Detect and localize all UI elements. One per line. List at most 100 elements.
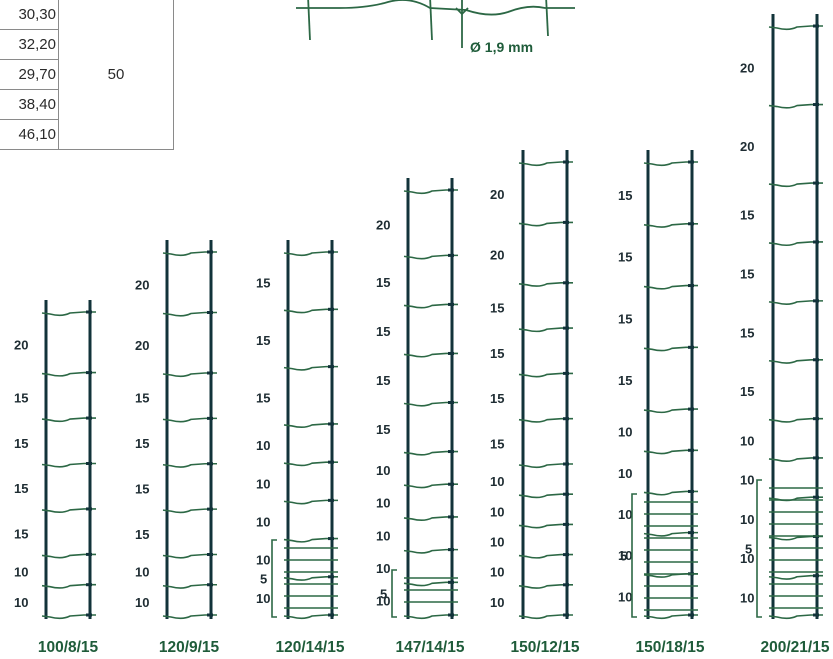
fence-wire bbox=[403, 483, 458, 489]
fence-wire bbox=[41, 614, 96, 620]
fence-name: 120/14/15 bbox=[276, 639, 345, 656]
fence-section: 20 20 15 15 15 15 10 10 10 10 10 150/12/15 bbox=[490, 150, 580, 656]
table-cell: 46,10 bbox=[0, 119, 59, 150]
fence-wire bbox=[518, 463, 573, 469]
spacing-label: 10 bbox=[618, 589, 632, 604]
fence-wire bbox=[643, 573, 698, 578]
fence-wire bbox=[518, 553, 573, 559]
spacing-label: 20 bbox=[740, 60, 754, 75]
wire-detail bbox=[296, 0, 575, 48]
spacing-label: 15 bbox=[135, 481, 149, 496]
spacing-label: 15 bbox=[618, 188, 632, 203]
spacing-label: 15 bbox=[740, 384, 754, 399]
fence-wire bbox=[643, 531, 698, 537]
spacing-label: 15 bbox=[490, 391, 504, 406]
wire-diameter-label: Ø 1,9 mm bbox=[470, 39, 533, 55]
bracket-line bbox=[271, 539, 277, 618]
spacing-label: 15 bbox=[490, 436, 504, 451]
fences-layer: 20 15 15 15 15 10 10 100/8/15 20 20 15 15 15 15 10 10 12… bbox=[14, 14, 830, 656]
table-row: 46,10 bbox=[0, 119, 174, 150]
fence-wire bbox=[768, 358, 823, 364]
fence-wire bbox=[768, 457, 823, 462]
fence-wire bbox=[768, 535, 823, 541]
spacing-label: 15 bbox=[256, 276, 270, 291]
spacing-label: 15 bbox=[376, 373, 390, 388]
spacing-label: 10 bbox=[135, 565, 149, 580]
fence-wire bbox=[518, 523, 573, 529]
fence-wire bbox=[41, 462, 96, 468]
fence-wire bbox=[518, 282, 573, 287]
spacing-label: 10 bbox=[376, 561, 390, 576]
spacing-label: 15 bbox=[256, 333, 270, 348]
bracket-label: 5 bbox=[260, 572, 267, 587]
spacing-label: 10 bbox=[618, 507, 632, 522]
fence-wire bbox=[518, 161, 573, 167]
fence-name: 120/9/15 bbox=[159, 639, 220, 656]
fence-wire bbox=[283, 251, 338, 257]
spacing-label: 20 bbox=[376, 218, 390, 233]
spacing-label: 15 bbox=[14, 390, 28, 405]
bracket-line bbox=[391, 569, 397, 618]
spacing-label: 10 bbox=[256, 476, 270, 491]
fence-wire bbox=[283, 499, 338, 505]
spacing-label: 20 bbox=[135, 277, 149, 292]
spacing-label: 10 bbox=[740, 590, 754, 605]
table-merged-cell: 50 bbox=[58, 0, 174, 150]
fence-wire bbox=[283, 575, 338, 581]
fence-wire bbox=[283, 461, 338, 467]
spacing-label: 20 bbox=[14, 337, 28, 352]
spacing-label: 20 bbox=[490, 187, 504, 202]
spacing-label: 15 bbox=[618, 373, 632, 388]
spacing-label: 15 bbox=[376, 275, 390, 290]
fence-wire bbox=[768, 614, 823, 620]
spacing-label: 10 bbox=[135, 595, 149, 610]
fence-name: 147/14/15 bbox=[396, 639, 465, 656]
bracket-label: 5 bbox=[620, 549, 627, 564]
fence-wire bbox=[403, 254, 458, 260]
spacing-label: 10 bbox=[376, 594, 390, 609]
bracket-label: 5 bbox=[745, 542, 752, 557]
spacing-label: 10 bbox=[740, 551, 754, 566]
spacing-label: 15 bbox=[135, 436, 149, 451]
fence-wire bbox=[643, 222, 698, 228]
spacing-label: 15 bbox=[256, 390, 270, 405]
fence-wire bbox=[403, 516, 458, 521]
table-cell: 29,70 bbox=[0, 59, 59, 90]
fence-wire bbox=[162, 417, 217, 423]
fence-wire bbox=[162, 251, 217, 257]
fence-wire bbox=[403, 401, 458, 407]
spacing-label: 15 bbox=[135, 391, 149, 406]
fence-wire bbox=[41, 371, 96, 377]
bracket-line bbox=[756, 479, 762, 618]
spacing-label: 10 bbox=[740, 433, 754, 448]
spacing-label: 10 bbox=[618, 425, 632, 440]
fence-wire bbox=[162, 614, 217, 620]
fence-wire bbox=[283, 614, 338, 620]
spacing-label: 15 bbox=[490, 346, 504, 361]
fence-wire bbox=[403, 352, 458, 358]
spacing-label: 15 bbox=[740, 325, 754, 340]
fence-wire bbox=[768, 103, 823, 109]
spacing-label: 10 bbox=[256, 553, 270, 568]
spec-table: 30,30 50 32,20 29,70 38,40 46,10 bbox=[0, 0, 174, 150]
fence-wire bbox=[518, 614, 573, 620]
spacing-label: 15 bbox=[376, 422, 390, 437]
fence-section: 20 20 15 15 15 15 10 10 120/9/15 bbox=[135, 240, 220, 656]
spacing-label: 10 bbox=[376, 496, 390, 511]
spacing-label: 15 bbox=[135, 527, 149, 542]
fence-wire bbox=[283, 308, 338, 314]
fence-name: 200/21/15 bbox=[761, 639, 830, 656]
spacing-label: 10 bbox=[490, 595, 504, 610]
table-row: 38,40 bbox=[0, 89, 174, 120]
fence-wire bbox=[403, 614, 458, 620]
spacing-label: 10 bbox=[490, 535, 504, 550]
spacing-label: 10 bbox=[490, 565, 504, 580]
fence-wire bbox=[283, 423, 338, 429]
fence-wire bbox=[518, 584, 573, 589]
spacing-label: 10 bbox=[740, 512, 754, 527]
spacing-label: 10 bbox=[490, 504, 504, 519]
fence-wire bbox=[162, 508, 217, 514]
fence-wire bbox=[518, 221, 573, 227]
